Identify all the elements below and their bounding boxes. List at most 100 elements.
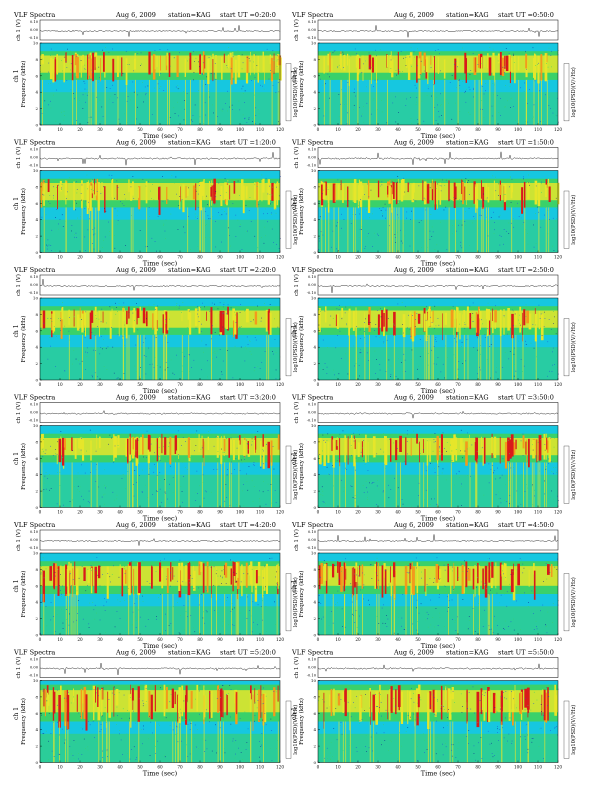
spectrogram-noise xyxy=(458,748,459,749)
spectrogram-noise xyxy=(381,743,382,744)
spectrogram-noise xyxy=(505,577,506,578)
spectrogram-burst xyxy=(135,53,136,64)
spectrogram-noise xyxy=(211,492,212,493)
spectrogram-noise xyxy=(174,57,175,58)
spectrogram-noise xyxy=(262,704,263,705)
x-tick-label: 0 xyxy=(39,127,42,132)
spectrogram-noise xyxy=(243,562,244,563)
spectrogram-noise xyxy=(397,176,398,177)
spectrogram-noise xyxy=(469,627,470,628)
spectrogram-noise xyxy=(211,761,212,762)
spectrogram-burst xyxy=(390,438,391,462)
spectrogram-noise xyxy=(359,214,360,215)
spectrogram-noise xyxy=(231,462,232,463)
spectrogram-noise xyxy=(356,363,357,364)
spectrogram-noise xyxy=(511,621,512,622)
spectrogram-noise xyxy=(261,614,262,615)
spectrogram-noise xyxy=(327,434,328,435)
spectrogram-burst xyxy=(480,311,481,330)
spectrogram-noise xyxy=(535,250,536,251)
spectrogram-noise xyxy=(477,333,478,334)
spectrogram-noise xyxy=(357,633,358,634)
spectrogram-noise xyxy=(278,562,279,563)
spectrogram-noise xyxy=(366,87,367,88)
spectrogram-noise xyxy=(189,58,190,59)
spectrogram-noise xyxy=(370,322,371,323)
spectrogram-streak xyxy=(413,207,414,252)
spectrogram-noise xyxy=(43,691,44,692)
spectrogram-streak xyxy=(426,335,427,380)
spectrogram-noise xyxy=(461,247,462,248)
spectrogram-noise xyxy=(398,487,399,488)
spectrogram-burst xyxy=(519,307,521,333)
spectrogram-noise xyxy=(483,626,484,627)
spectrogram-noise xyxy=(146,186,147,187)
spectrogram-noise xyxy=(91,721,92,722)
spectrogram-noise xyxy=(519,323,520,324)
spectrogram-noise xyxy=(143,726,144,727)
spectrogram-noise xyxy=(525,229,526,230)
spectrogram-noise xyxy=(84,237,85,238)
spectrogram-noise xyxy=(336,249,337,250)
spectrogram-noise xyxy=(324,702,325,703)
spectrogram-burst xyxy=(99,311,100,337)
spectrogram-burst xyxy=(463,310,464,326)
spectrogram-burst xyxy=(542,695,543,716)
spectrogram-noise xyxy=(402,71,403,72)
spectrogram-noise xyxy=(329,98,330,99)
spectrogram-noise xyxy=(348,200,349,201)
spectrogram-noise xyxy=(83,94,84,95)
spectrogram-noise xyxy=(404,192,405,193)
x-tick-label: 20 xyxy=(77,637,83,642)
spectrogram-noise xyxy=(73,579,74,580)
spectrogram-streak xyxy=(546,207,547,252)
spectrogram-burst xyxy=(469,435,470,447)
spectrogram-noise xyxy=(415,719,416,720)
x-tick-label: 10 xyxy=(335,127,341,132)
spectrogram-streak xyxy=(169,80,170,125)
spectrogram-noise xyxy=(156,443,157,444)
spectrogram-streak xyxy=(188,335,189,380)
spectrogram-burst xyxy=(243,186,245,214)
panel-title: VLF Spectra xyxy=(13,521,55,529)
spectrogram-noise xyxy=(276,244,277,245)
spectrogram-noise xyxy=(505,621,506,622)
spectrogram-noise xyxy=(501,503,502,504)
spectrogram-noise xyxy=(247,618,248,619)
spectrogram-noise xyxy=(180,709,181,710)
spectrogram-noise xyxy=(524,79,525,80)
spectrogram-noise xyxy=(224,452,225,453)
spectrogram-noise xyxy=(544,219,545,220)
spectrogram-noise xyxy=(362,573,363,574)
spectrogram-noise xyxy=(224,561,225,562)
spectrogram-noise xyxy=(545,207,546,208)
spectrogram-noise xyxy=(152,184,153,185)
spectrogram-noise xyxy=(364,575,365,576)
spectrogram-noise xyxy=(468,629,469,630)
spectrogram-noise xyxy=(482,63,483,64)
spectrogram-burst xyxy=(112,309,113,320)
spectrogram-noise xyxy=(356,575,357,576)
spectrogram-streak xyxy=(173,594,174,635)
spectrogram-noise xyxy=(211,567,212,568)
spectrogram-burst xyxy=(370,692,371,725)
y-tick-label: 4 xyxy=(35,217,38,222)
spectrogram-noise xyxy=(189,311,190,312)
spectrogram-noise xyxy=(497,95,498,96)
spectrogram-burst xyxy=(414,311,416,336)
spectrogram-burst xyxy=(544,690,546,721)
spectrogram-noise xyxy=(204,751,205,752)
spectrogram-burst xyxy=(413,566,415,595)
spectrogram-noise xyxy=(221,583,222,584)
spectrogram-noise xyxy=(170,66,171,67)
spectrogram-noise xyxy=(504,194,505,195)
spectrogram-noise xyxy=(365,694,366,695)
spectrogram-noise xyxy=(353,433,354,434)
spectrogram-noise xyxy=(367,236,368,237)
spectrogram-noise xyxy=(177,85,178,86)
spectrogram-noise xyxy=(409,573,410,574)
spectrogram-noise xyxy=(215,191,216,192)
spectrogram-noise xyxy=(377,616,378,617)
spectrogram-burst xyxy=(220,311,222,332)
